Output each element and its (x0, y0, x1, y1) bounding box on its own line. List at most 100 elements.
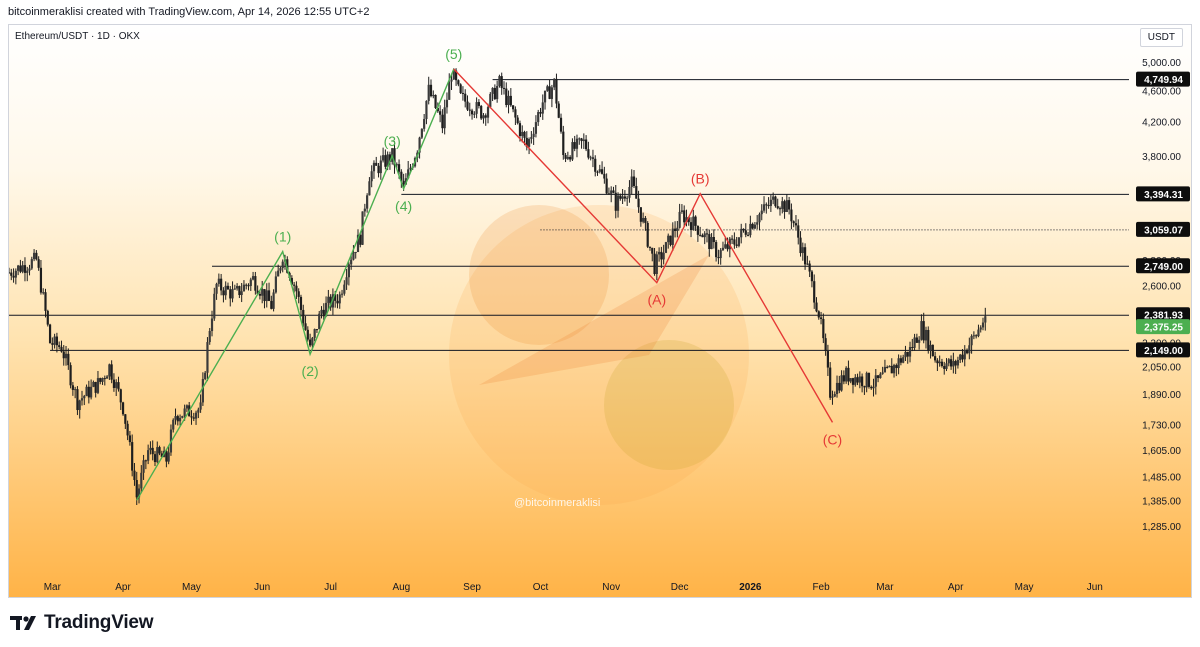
candle[interactable] (274, 271, 277, 294)
candle[interactable] (124, 414, 127, 429)
candle[interactable] (277, 264, 280, 277)
candle[interactable] (879, 372, 882, 379)
candle[interactable] (167, 446, 170, 465)
candle[interactable] (377, 163, 380, 178)
candle[interactable] (970, 334, 973, 354)
candle[interactable] (890, 358, 893, 374)
candle[interactable] (359, 233, 362, 248)
candle[interactable] (468, 102, 471, 117)
candle[interactable] (210, 310, 214, 337)
candle[interactable] (979, 325, 982, 333)
candle[interactable] (897, 354, 900, 375)
candle[interactable] (176, 414, 179, 426)
candle[interactable] (840, 370, 843, 392)
candle[interactable] (26, 266, 29, 282)
candle[interactable] (158, 445, 161, 456)
candle[interactable] (908, 341, 912, 363)
candle[interactable] (299, 294, 303, 317)
candle[interactable] (639, 207, 642, 227)
candle[interactable] (826, 344, 830, 377)
candle[interactable] (525, 131, 528, 151)
candle[interactable] (313, 328, 316, 342)
candle[interactable] (790, 203, 793, 230)
candle[interactable] (644, 215, 647, 231)
candle[interactable] (9, 267, 11, 274)
candle[interactable] (149, 441, 152, 455)
candle[interactable] (539, 107, 542, 118)
candle[interactable] (322, 303, 325, 321)
candle[interactable] (496, 80, 499, 103)
candle[interactable] (648, 246, 652, 251)
candle[interactable] (673, 221, 677, 238)
candle[interactable] (489, 92, 492, 109)
candle[interactable] (247, 283, 250, 291)
candle[interactable] (623, 190, 626, 202)
candle[interactable] (400, 169, 403, 188)
candle[interactable] (117, 376, 120, 392)
candle[interactable] (847, 360, 850, 386)
candle[interactable] (918, 336, 921, 350)
candle[interactable] (954, 359, 957, 374)
candle[interactable] (555, 73, 558, 109)
candle[interactable] (356, 229, 360, 253)
candle[interactable] (587, 141, 590, 160)
candle[interactable] (835, 375, 839, 398)
candle[interactable] (701, 233, 704, 238)
candle[interactable] (532, 127, 535, 145)
candle[interactable] (680, 204, 684, 214)
candle[interactable] (194, 410, 198, 425)
candle[interactable] (484, 113, 487, 126)
candle[interactable] (924, 326, 928, 349)
candle[interactable] (630, 169, 633, 195)
candle[interactable] (475, 97, 478, 119)
candle[interactable] (767, 197, 770, 209)
candle[interactable] (575, 134, 579, 158)
candle[interactable] (683, 205, 686, 227)
candle[interactable] (327, 289, 330, 311)
candle[interactable] (197, 407, 200, 419)
candle[interactable] (537, 109, 540, 126)
candle[interactable] (306, 326, 309, 342)
candle[interactable] (505, 82, 508, 108)
candle[interactable] (80, 390, 84, 406)
candle[interactable] (443, 99, 446, 135)
candle[interactable] (17, 264, 20, 276)
candle[interactable] (769, 195, 772, 212)
candle[interactable] (165, 449, 168, 468)
candle[interactable] (23, 257, 27, 282)
candle[interactable] (776, 198, 779, 210)
candle[interactable] (571, 138, 574, 162)
candle[interactable] (749, 215, 752, 238)
candle[interactable] (261, 280, 264, 304)
candle[interactable] (774, 195, 777, 208)
price-level-tag[interactable]: 3,059.07 (1136, 221, 1190, 237)
candle[interactable] (441, 109, 444, 134)
candle[interactable] (345, 268, 348, 290)
candle[interactable] (614, 184, 617, 219)
candle[interactable] (959, 353, 962, 363)
candle[interactable] (142, 454, 145, 480)
candle[interactable] (215, 282, 218, 300)
candle[interactable] (94, 381, 97, 398)
candle[interactable] (655, 251, 658, 281)
candle[interactable] (486, 103, 490, 124)
candle[interactable] (420, 128, 423, 139)
candle[interactable] (85, 384, 88, 397)
candle[interactable] (199, 394, 202, 413)
candle[interactable] (619, 193, 622, 201)
candle[interactable] (621, 189, 624, 205)
candle[interactable] (813, 274, 816, 309)
candle[interactable] (153, 451, 157, 467)
candle[interactable] (548, 79, 551, 100)
candle[interactable] (459, 83, 462, 95)
candle[interactable] (956, 356, 960, 369)
candle[interactable] (425, 100, 428, 125)
candle[interactable] (37, 256, 40, 271)
candle[interactable] (105, 375, 109, 379)
candle[interactable] (236, 283, 239, 291)
candle[interactable] (968, 337, 971, 360)
candle[interactable] (578, 137, 581, 145)
candle[interactable] (76, 386, 79, 416)
candle[interactable] (920, 314, 923, 341)
candle[interactable] (55, 332, 59, 353)
